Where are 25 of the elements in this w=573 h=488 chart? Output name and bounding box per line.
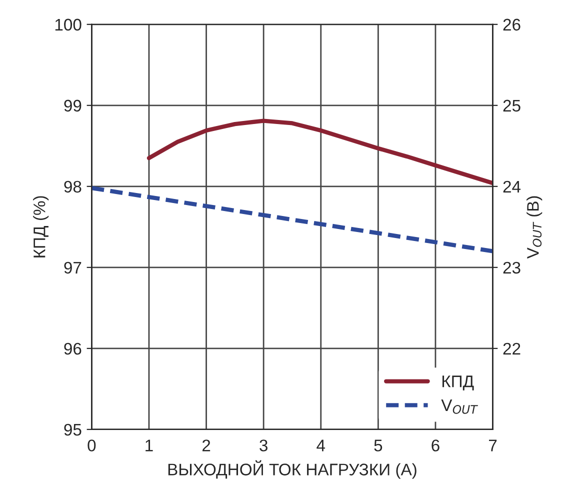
y-axis-title: КПД (%) [33,196,49,258]
x-tick-label: 4 [316,440,326,452]
x-tick-label: 5 [374,440,382,452]
x-tick-label: 6 [432,440,440,452]
y2-tick-label: 25 [503,100,520,112]
x-tick-label: 2 [202,440,210,452]
y2-axis-title: V$_{OUT}$ (В) [526,196,542,259]
y-tick-label: 95 [64,424,82,436]
x-axis-title: ВЫХОДНОЙ ТОК НАГРУЗКИ (А) [168,460,416,479]
y2-tick-label: 24 [503,180,521,192]
y2-tick-label: 23 [503,262,520,274]
x-tick-label: 0 [88,440,96,452]
x-tick-label: 7 [489,440,497,452]
y-tick-label: 97 [64,262,82,274]
x-tick-label: 1 [146,440,153,452]
y-tick-label: 100 [55,18,82,31]
y-tick-label: 99 [64,100,82,112]
y-tick-label: 96 [64,342,82,355]
y2-tick-label: 22 [503,342,520,354]
x-tick-label: 3 [260,440,268,452]
y-tick-label: 98 [64,180,82,193]
legend-label: V$_{OUT}$ [441,399,478,414]
y2-tick-label: 26 [503,18,520,31]
legend-label: КПД [442,376,474,390]
line-series [146,118,493,186]
